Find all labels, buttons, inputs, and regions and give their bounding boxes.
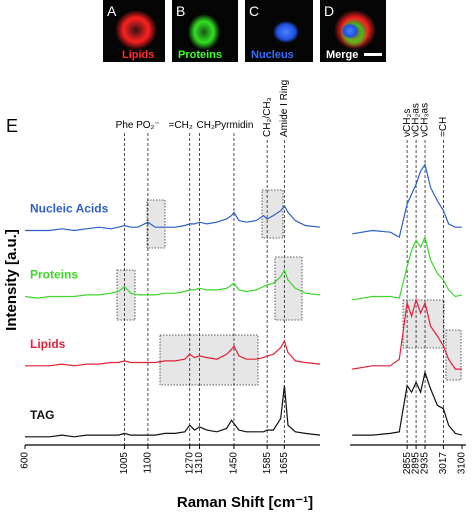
panel-label: Merge [326, 49, 358, 61]
highlight [445, 329, 462, 381]
blob [188, 14, 220, 50]
annotation: Phe [116, 120, 134, 131]
panel-letter: D [324, 3, 334, 19]
legend-label: Lipids [30, 337, 66, 351]
spectrum-line [25, 297, 462, 370]
highlight [402, 299, 445, 349]
panel-label: Nucleus [251, 49, 294, 61]
scale-bar [364, 53, 382, 56]
blob [273, 21, 299, 43]
annotation: =CH [438, 117, 449, 137]
spectrum-line [25, 163, 462, 239]
annotation: νCH₂s [402, 109, 413, 137]
annotation: νCH₃as [420, 103, 431, 137]
blob [341, 23, 359, 39]
highlight-boxes [116, 189, 462, 386]
x-tick-label: 1585 [262, 452, 273, 475]
panel-letter: A [107, 3, 117, 19]
x-tick-label: 1100 [143, 452, 154, 474]
highlight [159, 334, 259, 386]
x-tick-label: 1655 [279, 452, 290, 475]
highlight [116, 269, 136, 321]
highlight [261, 189, 284, 239]
panel-letter: B [176, 3, 185, 19]
panel-letter-e: E [6, 116, 18, 136]
x-tick-label: 2935 [420, 452, 431, 475]
highlight [274, 256, 303, 321]
annotation: νCH₂as [411, 103, 422, 137]
legend-label: Proteins [30, 268, 78, 282]
highlight [146, 199, 166, 249]
x-tick-label: 2855 [402, 452, 413, 475]
x-tick-label: 1005 [119, 452, 130, 475]
blob [115, 10, 157, 50]
x-tick-label: 1270 [184, 452, 195, 475]
annotation: CH₂/CH₃ [262, 97, 273, 137]
spectrum-line [24, 235, 463, 301]
x-tick-label: 3017 [438, 452, 449, 475]
legend-label: TAG [30, 408, 54, 422]
spectrum-line [25, 370, 463, 438]
x-tick-label: 600 [20, 452, 31, 469]
panel-letter: C [249, 3, 259, 19]
image-panels: A Lipids B Proteins C Nucleus D Merge [103, 0, 386, 62]
annotation: PO₂⁻ [136, 120, 160, 131]
annotation: Amide I Ring [279, 80, 290, 137]
panel-label: Lipids [122, 49, 154, 61]
y-axis-title: Intensity [a.u.] [3, 229, 20, 331]
x-tick-label: 1450 [229, 452, 240, 475]
annotation: CH₂ [197, 120, 215, 131]
panel-label: Proteins [178, 49, 222, 61]
x-tick-label: 1310 [194, 452, 205, 475]
annotation: Pyrmidin [215, 120, 254, 131]
annotation: =CH₂ [169, 120, 193, 131]
x-axis-title: Raman Shift [cm⁻¹] [177, 494, 313, 511]
x-tick-label: 3100 [457, 452, 468, 475]
legend-label: Nucleic Acids [30, 202, 109, 216]
x-tick-label: 2895 [411, 452, 422, 475]
